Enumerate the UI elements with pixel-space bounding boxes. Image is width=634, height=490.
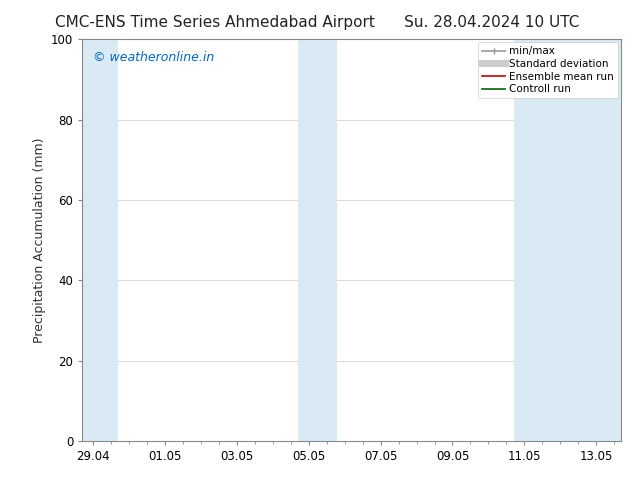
Legend: min/max, Standard deviation, Ensemble mean run, Controll run: min/max, Standard deviation, Ensemble me… bbox=[478, 42, 618, 98]
Bar bbox=[514, 39, 621, 441]
Text: © weatheronline.in: © weatheronline.in bbox=[93, 51, 214, 64]
Bar bbox=[82, 39, 119, 441]
Y-axis label: Precipitation Accumulation (mm): Precipitation Accumulation (mm) bbox=[32, 137, 46, 343]
Text: CMC-ENS Time Series Ahmedabad Airport      Su. 28.04.2024 10 UTC: CMC-ENS Time Series Ahmedabad Airport Su… bbox=[55, 15, 579, 30]
Bar bbox=[298, 39, 337, 441]
